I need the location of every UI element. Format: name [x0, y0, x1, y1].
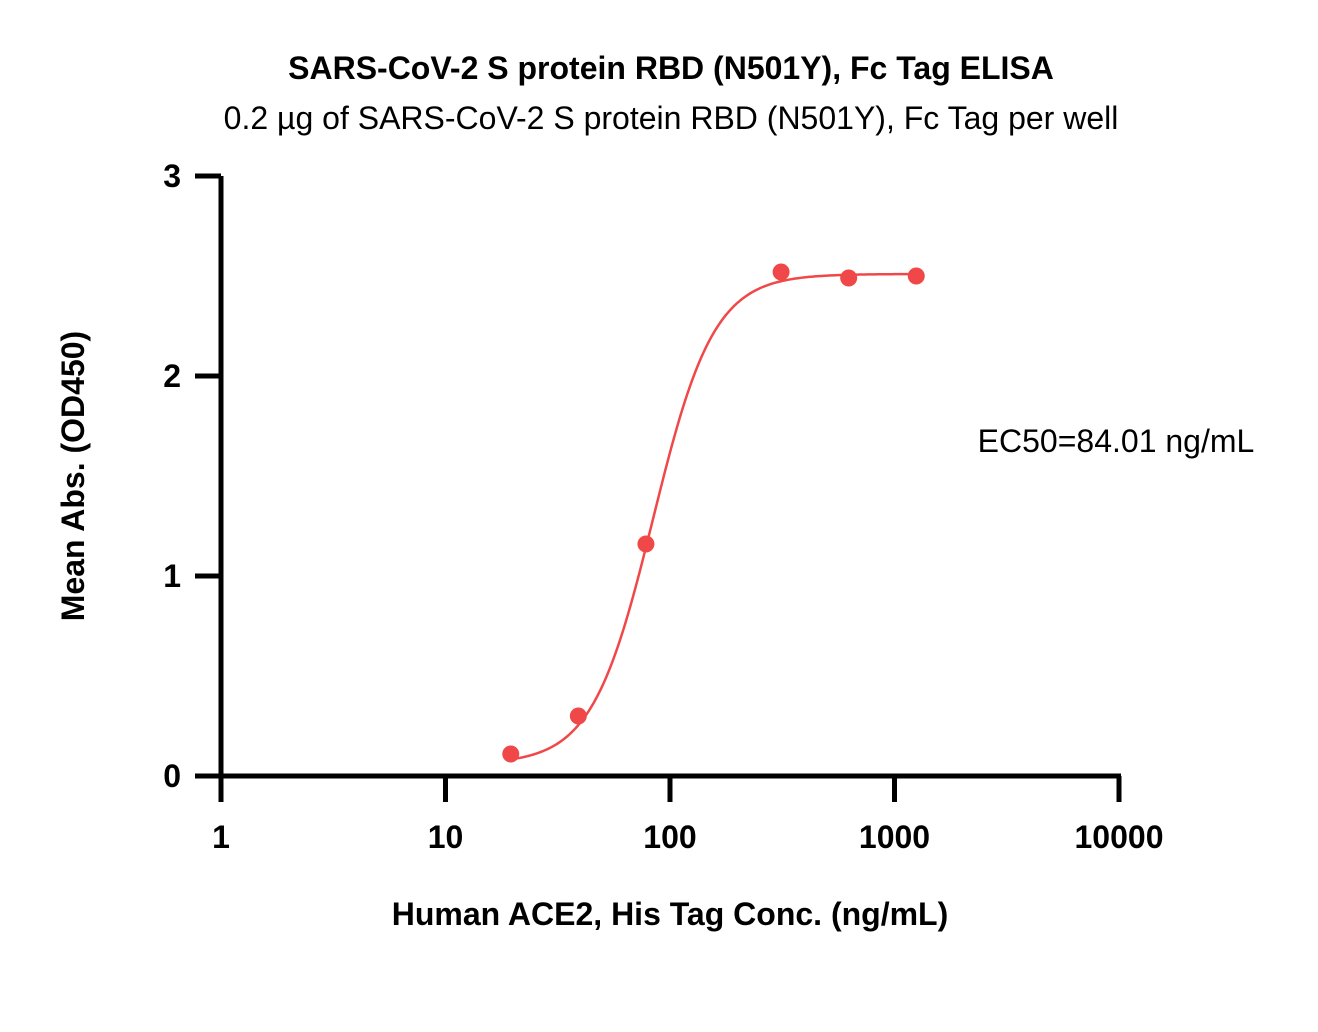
chart-title: SARS-CoV-2 S protein RBD (N501Y), Fc Tag…: [288, 50, 1054, 86]
data-point: [772, 263, 790, 281]
x-tick-label: 10: [428, 819, 464, 855]
x-tick-label: 1000: [859, 819, 930, 855]
y-axis-label: Mean Abs. (OD450): [55, 331, 91, 621]
chart-subtitle: 0.2 µg of SARS-CoV-2 S protein RBD (N501…: [224, 100, 1119, 136]
y-tick-label: 3: [163, 158, 181, 194]
x-tick-label: 10000: [1075, 819, 1164, 855]
fit-curve: [510, 272, 917, 761]
data-point: [907, 267, 925, 285]
y-tick-label: 2: [163, 358, 181, 394]
ec50-annotation: EC50=84.01 ng/mL: [978, 423, 1255, 459]
axes: [218, 176, 1121, 779]
data-point: [840, 269, 858, 287]
y-tick-label: 0: [163, 758, 181, 794]
data-point: [502, 745, 520, 763]
x-tick-label: 100: [643, 819, 696, 855]
x-axis-ticks: 1 10 100 1000 10000: [212, 776, 1163, 855]
data-points: [502, 263, 925, 763]
x-axis-label: Human ACE2, His Tag Conc. (ng/mL): [392, 896, 948, 932]
data-point: [569, 707, 587, 725]
x-tick-label: 1: [212, 819, 230, 855]
data-point: [637, 535, 655, 553]
y-axis-ticks: 0 1 2 3: [163, 158, 221, 794]
y-tick-label: 1: [163, 558, 181, 594]
